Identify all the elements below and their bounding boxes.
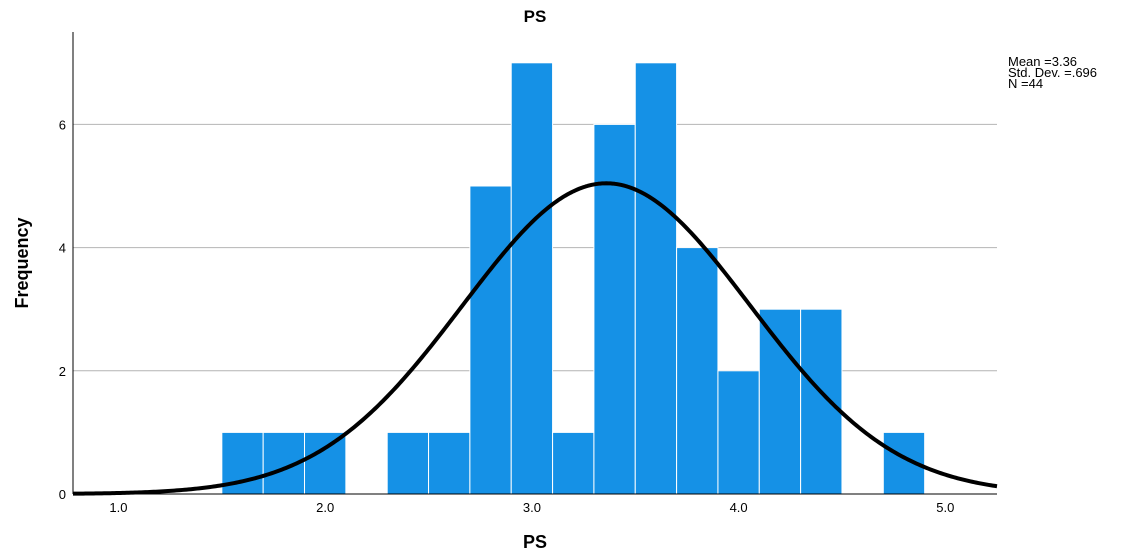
x-tick-label-1.0: 1.0 <box>109 500 127 515</box>
x-tick-label-4.0: 4.0 <box>730 500 748 515</box>
histogram-bar-8 <box>552 431 595 495</box>
x-axis-label: PS <box>523 532 547 552</box>
histogram-bar-9 <box>593 123 636 495</box>
histogram-bar-13 <box>758 308 802 495</box>
axes <box>72 32 997 495</box>
histogram-bar-5 <box>428 431 471 495</box>
stat-mean: Mean =3.36 <box>1008 54 1077 69</box>
x-tick-label-3.0: 3.0 <box>523 500 541 515</box>
chart-title: PS <box>524 7 547 26</box>
stat-n: N =44 <box>1008 76 1043 91</box>
histogram-bar-4 <box>386 431 430 495</box>
y-tick-label-6: 6 <box>59 117 66 132</box>
x-tick-label-5.0: 5.0 <box>936 500 954 515</box>
histogram-bar-14 <box>800 308 843 495</box>
y-tick-label-0: 0 <box>59 487 66 502</box>
histogram-bars <box>221 62 926 495</box>
histogram-bar-10 <box>634 62 678 495</box>
histogram-bar-12 <box>717 370 760 495</box>
histogram-bar-3 <box>304 431 347 495</box>
histogram-bar-11 <box>676 247 719 495</box>
histogram-bar-7 <box>510 62 554 495</box>
y-tick-label-2: 2 <box>59 364 66 379</box>
tick-labels: 1.0 2.0 3.0 4.0 5.0 0 2 4 6 <box>59 117 955 515</box>
y-tick-label-4: 4 <box>59 241 66 256</box>
stat-std-dev: Std. Dev. =.696 <box>1008 65 1097 80</box>
normal-distribution-curve <box>72 181 998 496</box>
y-axis-label: Frequency <box>12 217 32 308</box>
x-tick-label-2.0: 2.0 <box>316 500 334 515</box>
normal-curve-layer <box>72 181 998 496</box>
histogram-bar-6 <box>469 185 512 495</box>
